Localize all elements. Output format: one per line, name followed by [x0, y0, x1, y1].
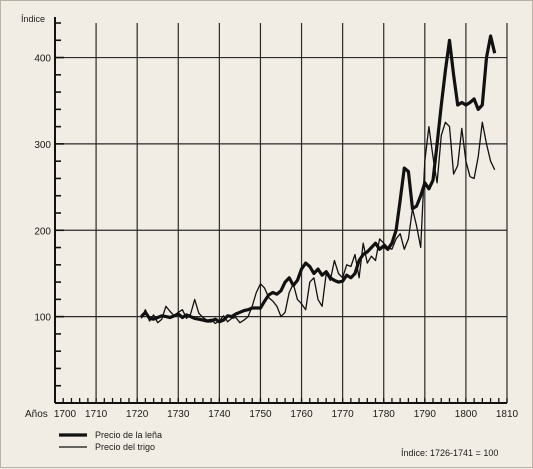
series-line-wheat [140, 121, 496, 325]
x-tick-label-1710: 1710 [85, 409, 108, 420]
series-line-firewood [140, 34, 497, 324]
y-tick-label-400: 400 [34, 54, 51, 65]
y-axis-label: Índice [21, 14, 45, 24]
x-tick-label-1790: 1790 [414, 409, 437, 420]
x-tick-label-1770: 1770 [332, 409, 355, 420]
x-axis-prefix: Años [25, 409, 48, 420]
grid [55, 23, 508, 403]
legend-label-firewood: Precio de la leña [95, 430, 162, 440]
x-tick-label-1780: 1780 [373, 409, 396, 420]
axes [54, 17, 507, 404]
legend-label-wheat: Precio del trigo [95, 442, 155, 452]
legend: Precio de la leña Precio del trigo [59, 430, 162, 452]
ticks: 100 200 300 400 1700 1710 1720 1730 1740 1750 1760… [34, 22, 519, 420]
x-tick-label-1800: 1800 [455, 409, 478, 420]
x-tick-label-1720: 1720 [126, 409, 149, 420]
x-tick-label-1700: 1700 [54, 409, 77, 420]
series-lines [140, 34, 497, 325]
y-tick-label-300: 300 [34, 140, 51, 151]
index-note: Índice: 1726-1741 = 100 [401, 448, 498, 458]
y-tick-label-200: 200 [34, 226, 51, 237]
x-tick-label-1750: 1750 [249, 409, 272, 420]
x-tick-label-1730: 1730 [167, 409, 190, 420]
x-tick-label-1760: 1760 [290, 409, 313, 420]
x-tick-label-1740: 1740 [208, 409, 231, 420]
x-tick-label-1810: 1810 [496, 409, 519, 420]
y-tick-label-100: 100 [34, 313, 51, 324]
